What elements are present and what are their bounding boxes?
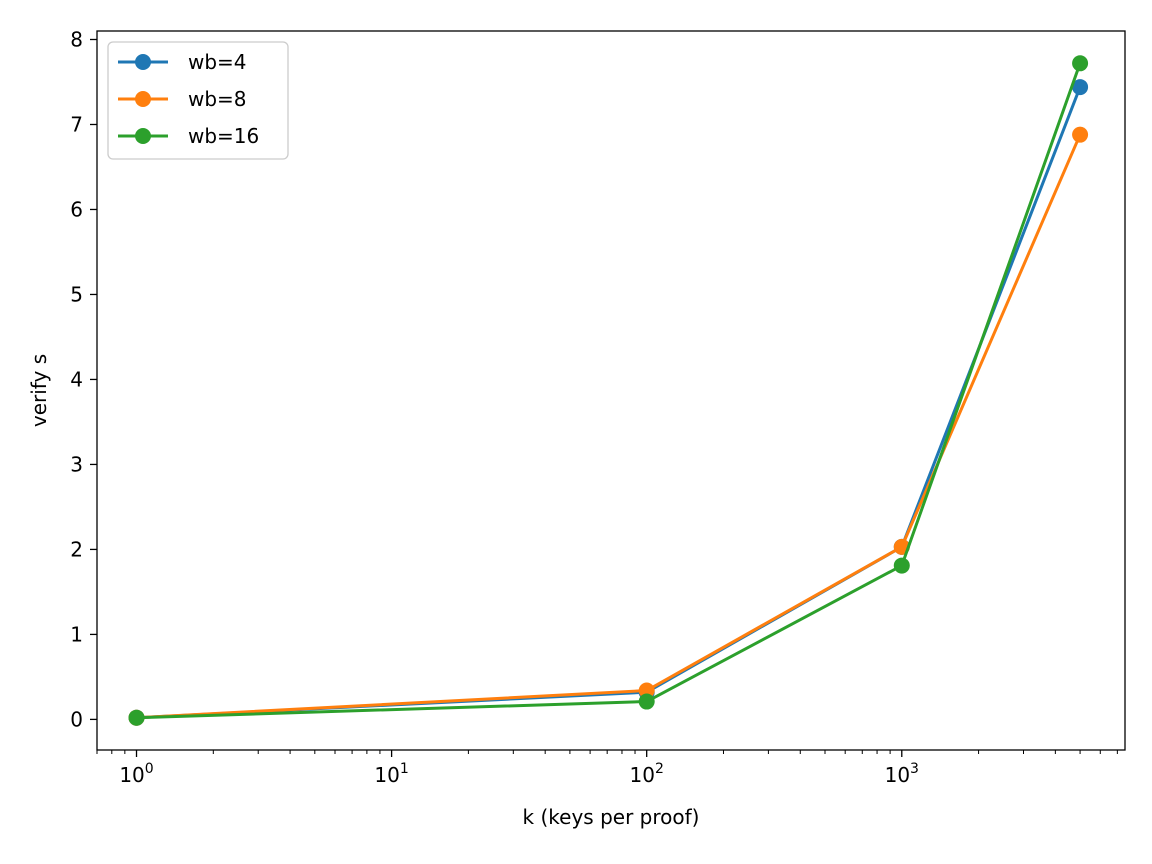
legend-frame xyxy=(107,41,289,160)
legend: wb=4 wb=8 wb=16 xyxy=(107,41,289,160)
series-wb=16 xyxy=(128,55,1089,726)
y-tick-label: 1 xyxy=(70,622,83,646)
x-tick-base: 10 xyxy=(885,763,910,787)
x-tick-exponent: 0 xyxy=(145,761,154,777)
y-tick-label: 3 xyxy=(70,452,83,476)
data-point xyxy=(1072,79,1089,96)
plot-layer xyxy=(128,55,1089,726)
legend-label: wb=8 xyxy=(188,87,247,111)
x-tick-base: 10 xyxy=(630,763,655,787)
x-tick-exponent: 2 xyxy=(655,761,664,777)
y-tick-label: 5 xyxy=(70,282,83,306)
y-axis-label: verify s xyxy=(27,354,51,427)
x-tick-label: 101 xyxy=(374,761,408,787)
x-tick-base: 10 xyxy=(374,763,399,787)
data-point xyxy=(893,557,910,574)
y-tick-label: 0 xyxy=(70,707,83,731)
legend-label: wb=4 xyxy=(188,50,247,74)
x-axis-label: k (keys per proof) xyxy=(523,805,700,829)
x-tick-base: 10 xyxy=(119,763,144,787)
x-tick-label: 103 xyxy=(885,761,919,787)
y-tick-label: 4 xyxy=(70,367,83,391)
data-point xyxy=(1072,126,1089,143)
x-tick-label: 102 xyxy=(630,761,664,787)
x-tick-exponent: 3 xyxy=(910,761,919,777)
data-point xyxy=(128,709,145,726)
legend-swatch-marker xyxy=(135,54,151,70)
y-tick-label: 2 xyxy=(70,537,83,561)
data-point xyxy=(638,693,655,710)
x-tick-exponent: 1 xyxy=(400,761,409,777)
y-tick-label: 8 xyxy=(70,27,83,51)
y-tick-label: 7 xyxy=(70,112,83,136)
legend-swatch-marker xyxy=(135,91,151,107)
y-tick-label: 6 xyxy=(70,197,83,221)
axes-frame xyxy=(96,30,1126,751)
legend-label: wb=16 xyxy=(188,124,259,148)
series-line xyxy=(136,134,1082,720)
data-point xyxy=(638,682,655,699)
legend-swatch-marker xyxy=(135,128,151,144)
data-point xyxy=(1072,55,1089,72)
x-tick-label: 100 xyxy=(119,761,153,787)
series-line xyxy=(136,62,1082,720)
